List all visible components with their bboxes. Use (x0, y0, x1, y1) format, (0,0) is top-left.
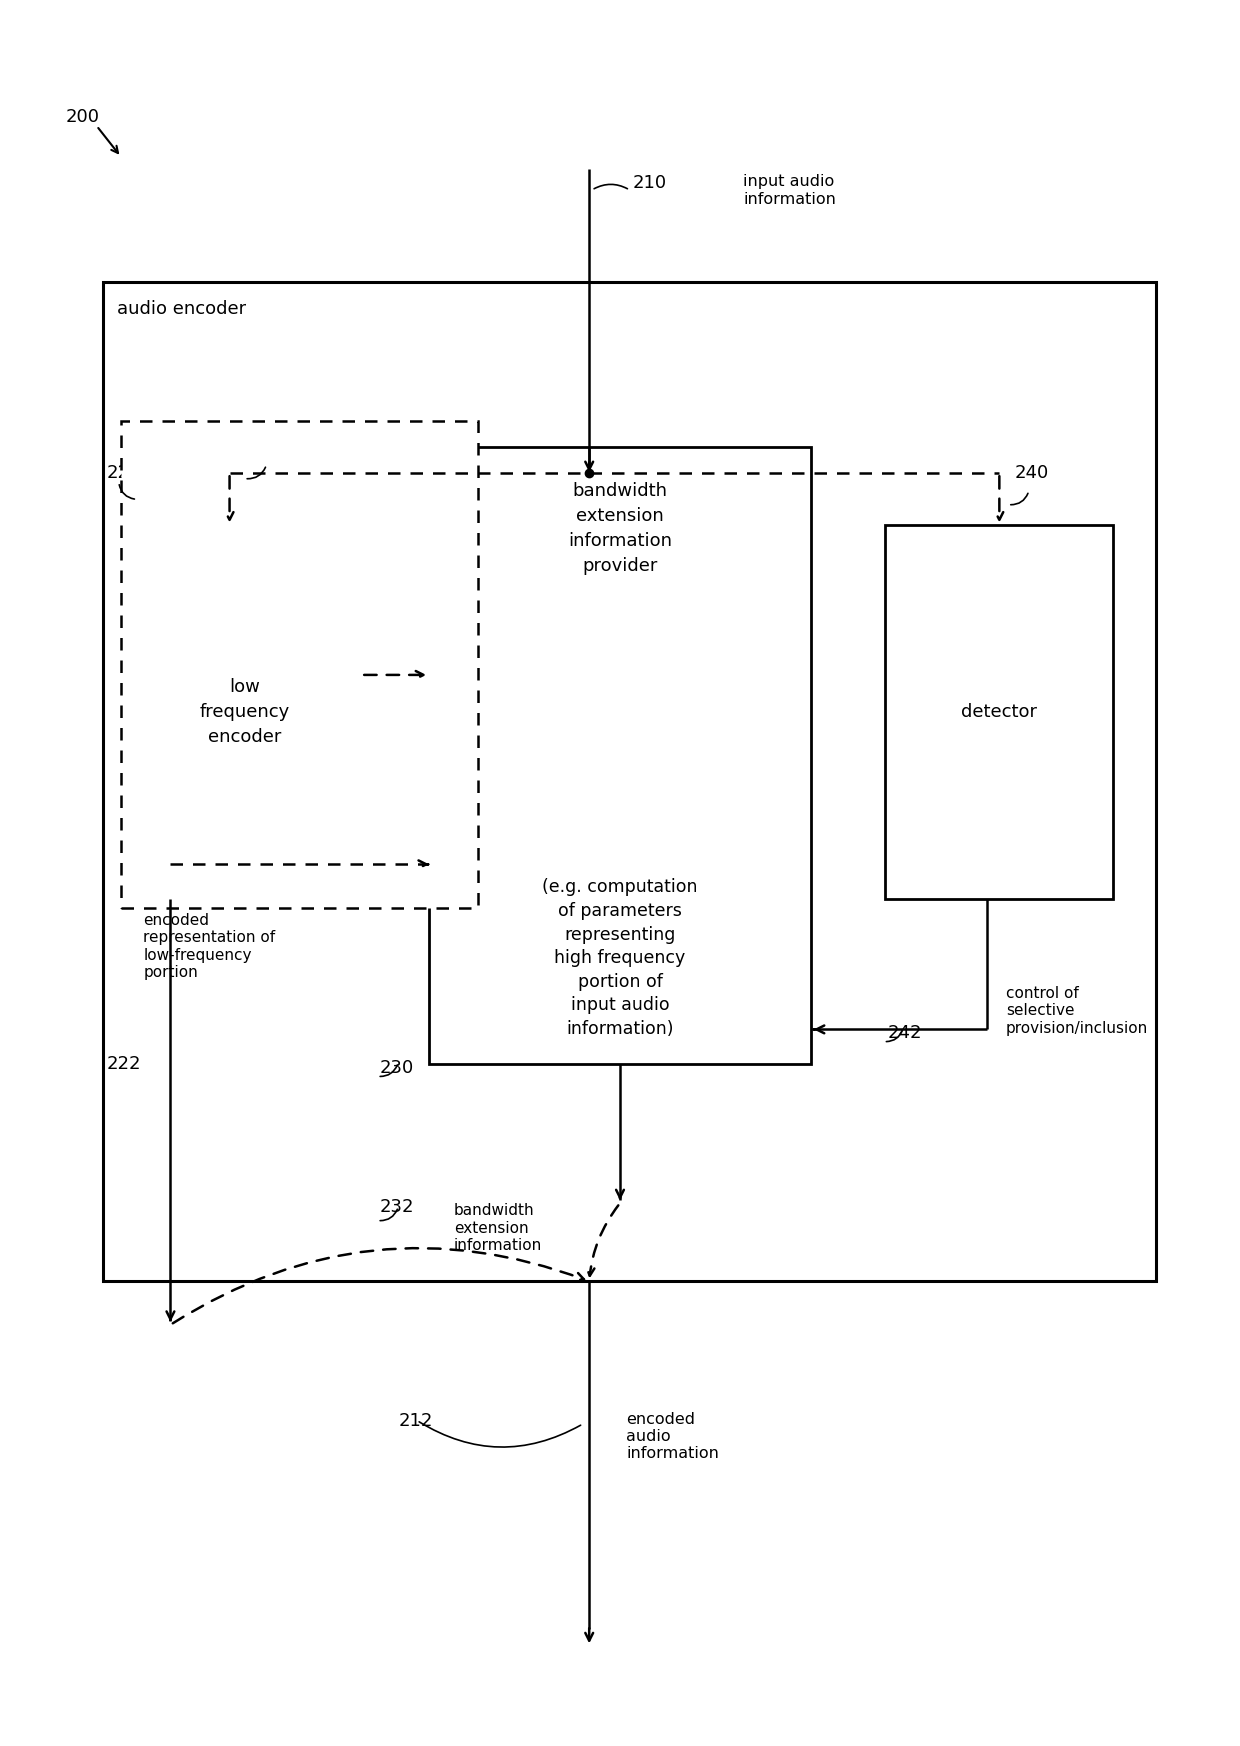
Text: (e.g. computation
of parameters
representing
high frequency
portion of
input aud: (e.g. computation of parameters represen… (542, 878, 698, 1039)
Bar (122, 421, 479, 908)
Bar (103, 283, 1156, 1282)
Text: bandwidth
extension
information: bandwidth extension information (454, 1203, 542, 1254)
Text: encoded
representation of
low-frequency
portion: encoded representation of low-frequency … (144, 913, 275, 980)
Bar (128, 526, 361, 899)
FancyArrowPatch shape (587, 1205, 619, 1276)
Text: 200: 200 (66, 108, 99, 126)
Text: 224: 224 (257, 442, 291, 459)
Text: low
frequency
encoder: low frequency encoder (200, 677, 289, 746)
Text: 222: 222 (107, 1055, 141, 1074)
Text: control of
selective
provision/inclusion: control of selective provision/inclusion (1006, 986, 1148, 1035)
Text: input audio
information: input audio information (743, 175, 836, 206)
Text: 232: 232 (379, 1198, 414, 1215)
Text: 242: 242 (888, 1025, 921, 1042)
Text: audio encoder: audio encoder (118, 300, 247, 318)
Text: 210: 210 (632, 175, 666, 192)
FancyArrowPatch shape (172, 1248, 584, 1323)
Bar (885, 526, 1112, 899)
Text: 212: 212 (398, 1413, 433, 1430)
Text: encoded
audio
information: encoded audio information (626, 1413, 719, 1461)
Bar (429, 447, 811, 1063)
Text: 230: 230 (379, 1058, 414, 1077)
Text: 240: 240 (1014, 464, 1048, 482)
Text: detector: detector (961, 704, 1037, 721)
FancyArrowPatch shape (98, 127, 118, 154)
Text: bandwidth
extension
information
provider: bandwidth extension information provider (568, 482, 672, 574)
Text: 220: 220 (107, 464, 140, 482)
